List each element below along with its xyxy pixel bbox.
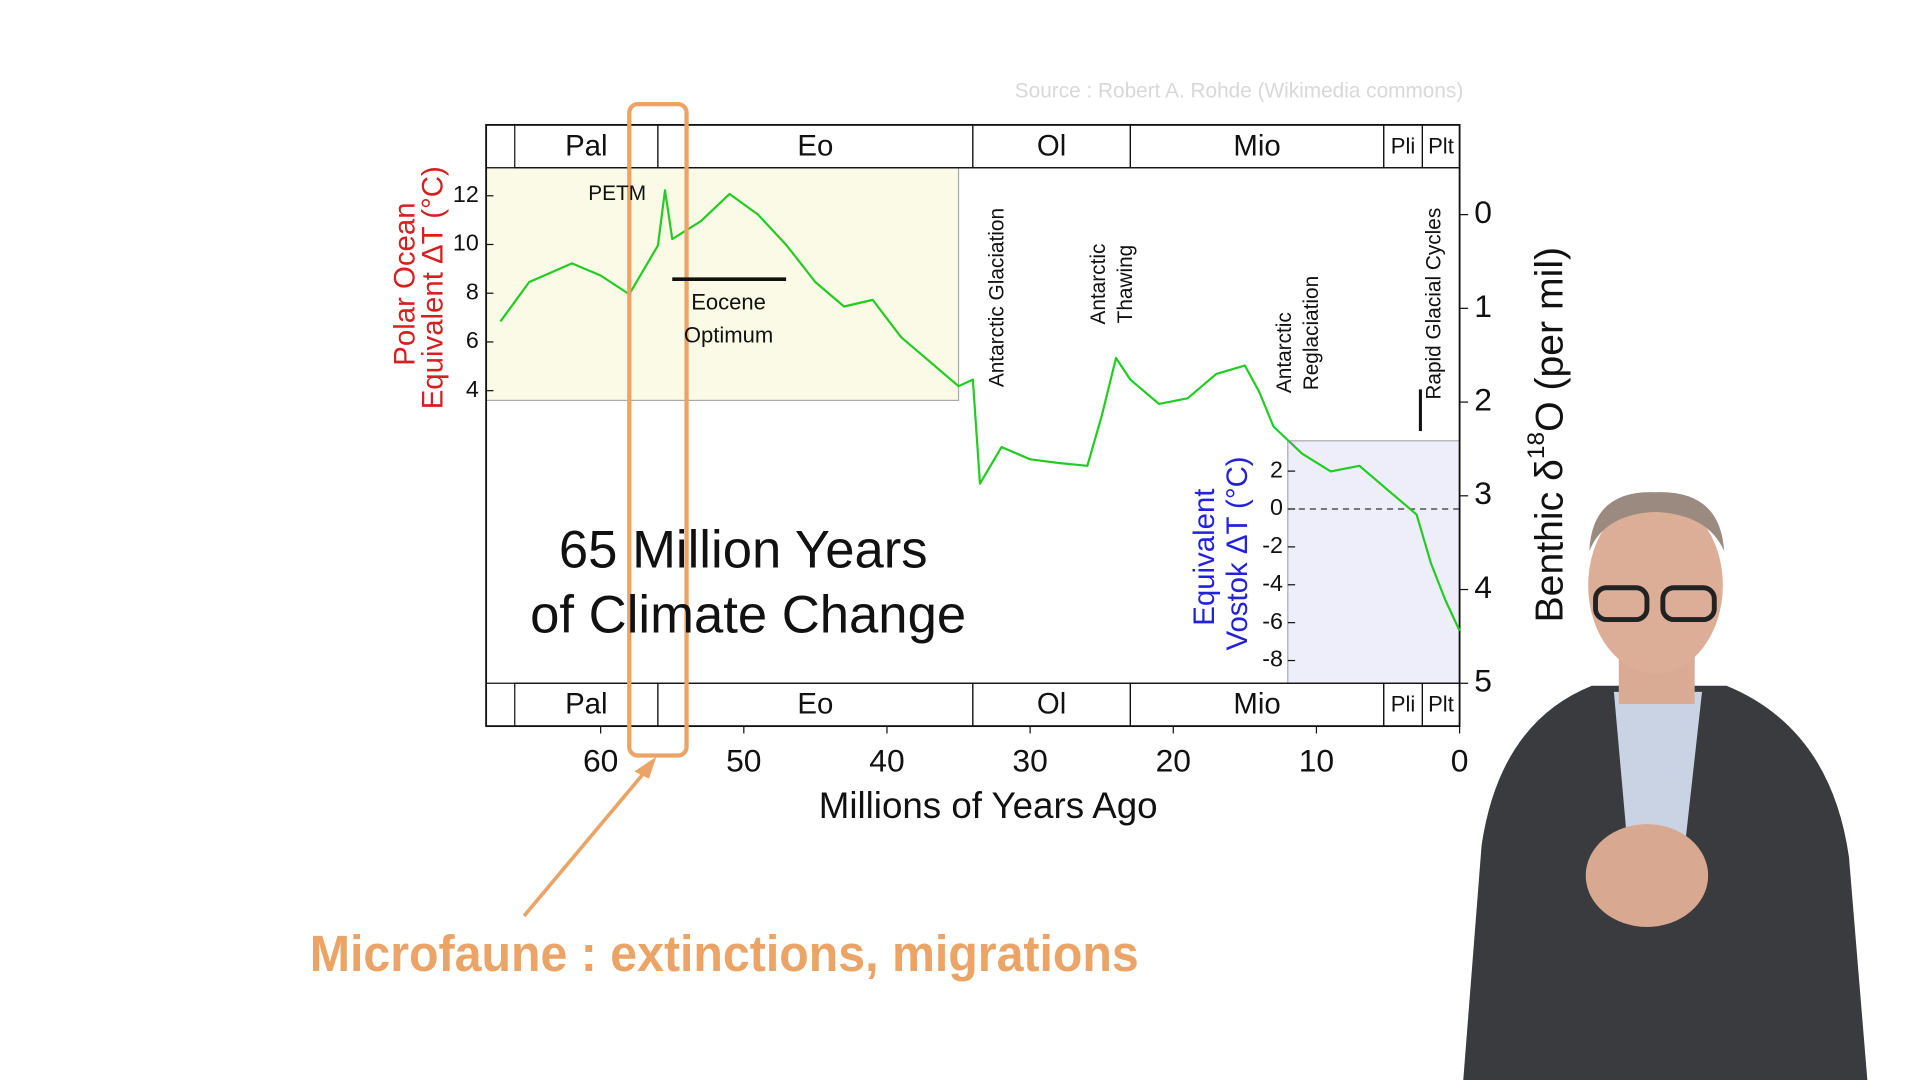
epoch-label: Ol xyxy=(1037,129,1066,162)
annotation: Antarctic xyxy=(1273,312,1296,393)
inset-tick-label: -2 xyxy=(1262,532,1283,558)
arrow-head xyxy=(634,756,657,779)
chart: 468101220-2-4-6-8PalPalEoEoOlOlMioMioPli… xyxy=(453,101,1492,778)
y-label-part: Benthic δ xyxy=(1529,459,1572,622)
epoch-label: Pal xyxy=(565,688,607,721)
annotation: PETM xyxy=(588,182,646,205)
annotation: Thawing xyxy=(1114,245,1137,324)
presenter xyxy=(1463,492,1868,1080)
epoch-label: Pal xyxy=(565,129,607,162)
left-tick-label: 12 xyxy=(453,181,479,207)
y-label-sup: 18 xyxy=(1523,432,1550,459)
y-tick-label: 2 xyxy=(1474,381,1492,417)
y-label-part: O (per mil) xyxy=(1529,247,1572,432)
epoch xyxy=(1421,682,1461,727)
x-tick-label: 10 xyxy=(1299,742,1334,778)
inset-tick-label: -8 xyxy=(1262,646,1283,672)
annotation: Reglaciation xyxy=(1300,276,1323,390)
inset-tick-label: -4 xyxy=(1262,570,1283,596)
epoch-label: Pli xyxy=(1391,692,1415,717)
x-tick-label: 50 xyxy=(726,742,761,778)
highlight xyxy=(627,101,689,758)
source: Source : Robert A. Rohde (Wikimedia comm… xyxy=(1015,79,1463,102)
epoch-label: Eo xyxy=(797,688,833,721)
y-tick-label: 5 xyxy=(1474,663,1492,699)
inset-axis-label: Vostok ΔT (°C) xyxy=(1221,456,1254,650)
y-tick-label: 1 xyxy=(1474,288,1492,324)
epoch-label: Plt xyxy=(1428,133,1454,158)
caption: Microfaune : extinctions, migrations xyxy=(310,924,1139,982)
annotation: Optimum xyxy=(684,323,773,348)
x-tick-label: 0 xyxy=(1451,742,1469,778)
y-tick-label: 3 xyxy=(1474,475,1492,511)
annotation: Antarctic xyxy=(1087,244,1110,325)
x-axis-label: Millions of Years Ago xyxy=(819,785,1158,826)
y-axis-label: Benthic δ18O (per mil) xyxy=(1523,247,1572,623)
left-tick-label: 10 xyxy=(453,230,479,256)
left-axis-label: Equivalent ΔT (°C) xyxy=(416,166,449,409)
left-tick-label: 8 xyxy=(466,278,479,304)
chart-title: of Climate Change xyxy=(530,585,966,644)
arrow xyxy=(522,762,653,918)
series-line xyxy=(499,189,1461,632)
epoch-label: Mio xyxy=(1233,129,1280,162)
epoch xyxy=(1421,124,1461,169)
left-tick-label: 4 xyxy=(466,376,479,402)
x-tick-label: 30 xyxy=(1012,742,1047,778)
left-tick-label: 6 xyxy=(466,327,479,353)
inset-axis-label: Equivalent xyxy=(1188,489,1221,626)
x-tick-label: 60 xyxy=(583,742,618,778)
y-tick-label: 0 xyxy=(1474,194,1492,230)
left-panel xyxy=(485,167,960,402)
epoch-label: Ol xyxy=(1037,688,1066,721)
inset-tick-label: 0 xyxy=(1270,494,1283,520)
chart-title: 65 Million Years xyxy=(559,520,928,579)
inset-tick-label: 2 xyxy=(1270,456,1283,482)
epoch-label: Plt xyxy=(1428,692,1454,717)
x-tick-label: 40 xyxy=(869,742,904,778)
epoch-label: Mio xyxy=(1233,688,1280,721)
epoch-label: Pli xyxy=(1391,133,1415,158)
x-tick-label: 20 xyxy=(1156,742,1191,778)
annotation: Antarctic Glaciation xyxy=(985,208,1008,387)
annotation: Eocene xyxy=(691,290,766,315)
inset-tick-label: -6 xyxy=(1262,608,1283,634)
epoch-label: Eo xyxy=(797,129,833,162)
annotation: Rapid Glacial Cycles xyxy=(1423,208,1446,400)
left-axis-label: Polar Ocean xyxy=(388,202,421,365)
y-tick-label: 4 xyxy=(1474,569,1492,605)
